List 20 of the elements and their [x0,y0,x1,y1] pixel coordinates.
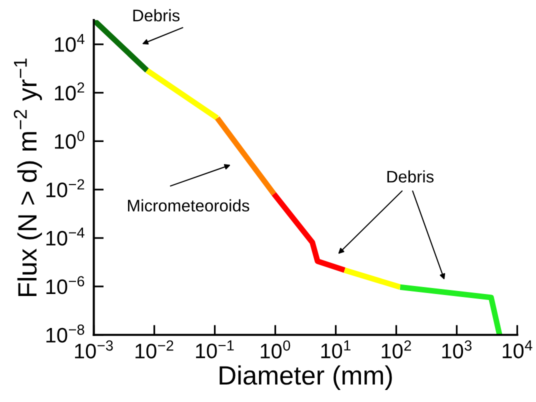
y-tick-label: 10$^{0}$ [54,130,84,149]
x-tick-label: 10$^{0}$ [260,340,290,358]
y-tick-label: 10$^{−2}$ [46,179,84,198]
y-tick-label: 10$^{2}$ [54,82,84,100]
y-tick-label: 10$^{4}$ [54,34,84,52]
x-tick-label: 10$^{4}$ [502,340,532,358]
x-tick-label: 10$^{1}$ [321,340,350,358]
x-tick-label: 10$^{2}$ [382,340,411,358]
x-axis-title: Diameter (mm) [220,365,392,390]
annotation: Micrometeoroids [128,199,250,212]
y-tick-label: 10$^{−8}$ [46,324,84,343]
y-tick-label: 10$^{−6}$ [46,276,84,294]
x-tick-label: 10$^{3}$ [442,340,472,358]
x-tick-label: 10$^{−3}$ [75,340,113,358]
annotation: Debris [133,9,180,22]
y-tick-label: 10$^{−4}$ [46,228,84,246]
y-axis-title: Flux (N > d) m$^{−2}$ yr$^{−1}$ [14,58,42,296]
x-tick-label: 10$^{−1}$ [196,340,234,358]
x-tick-label: 10$^{−2}$ [136,340,174,358]
annotation: Debris [387,170,434,183]
